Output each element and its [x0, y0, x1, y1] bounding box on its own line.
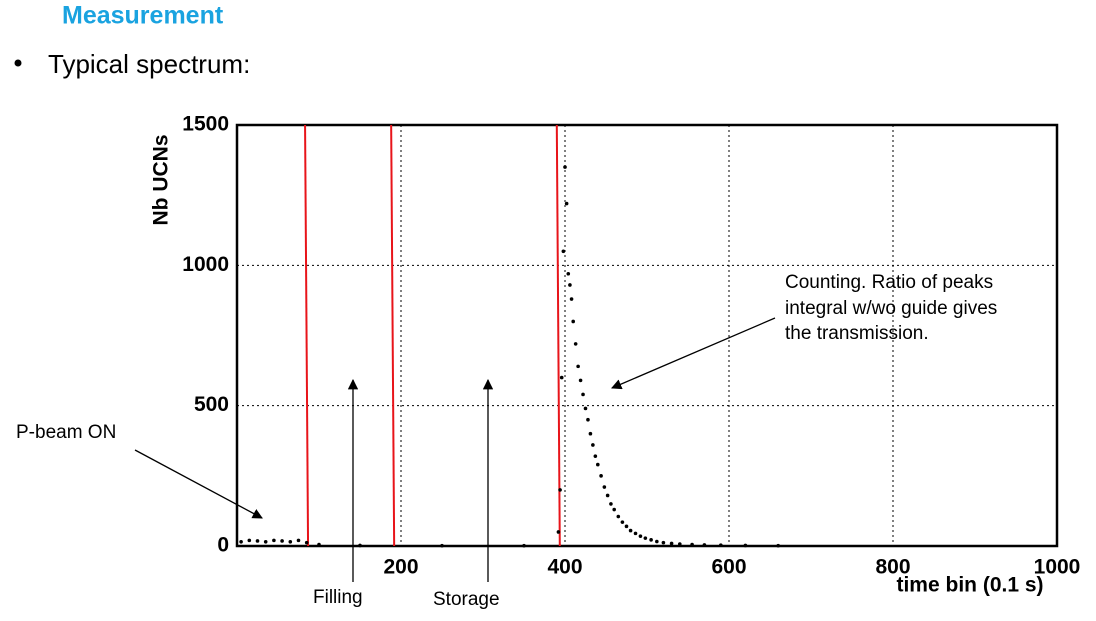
data-point	[440, 543, 444, 548]
x-tick-label: 600	[711, 556, 746, 579]
data-point	[280, 539, 284, 543]
annotation: the transmission.	[785, 323, 929, 344]
marker-line	[555, 124, 561, 547]
data-point	[317, 542, 321, 547]
slide-title: Measurement	[62, 2, 224, 30]
marker-line	[304, 124, 310, 547]
y-tick-label: 0	[217, 534, 229, 557]
data-point	[616, 514, 621, 519]
data-point	[643, 536, 648, 540]
arrow	[134, 449, 263, 519]
data-point	[576, 364, 580, 369]
data-point	[690, 542, 694, 547]
data-point	[602, 485, 607, 489]
data-point	[556, 530, 561, 534]
data-point	[288, 539, 293, 544]
annotation: Filling	[313, 587, 363, 608]
data-point	[719, 543, 723, 547]
annotation: Counting. Ratio of peaks	[785, 272, 993, 293]
data-point	[649, 538, 653, 542]
y-tick-label: 1500	[182, 113, 229, 136]
data-point	[599, 474, 603, 478]
y-tick-label: 1000	[182, 253, 229, 276]
data-point	[263, 539, 268, 544]
x-axis-label: time bin (0.1 s)	[896, 574, 1043, 597]
data-point	[571, 319, 575, 324]
data-point	[358, 543, 362, 548]
data-point	[559, 375, 564, 380]
data-point	[304, 540, 309, 545]
data-point	[564, 201, 569, 206]
data-point	[586, 417, 590, 422]
data-point	[296, 538, 301, 543]
data-point	[612, 507, 616, 512]
data-point	[573, 342, 578, 346]
marker-line	[390, 124, 396, 547]
x-tick-label: 800	[875, 556, 910, 579]
arrow	[611, 317, 776, 390]
x-tick-label: 400	[547, 556, 582, 579]
data-point	[569, 297, 574, 301]
data-point	[609, 502, 613, 506]
data-point	[628, 528, 633, 533]
data-point	[661, 540, 666, 545]
annotation: Storage	[433, 589, 500, 610]
data-point	[702, 543, 707, 547]
x-tick-label: 1000	[1034, 556, 1081, 579]
data-point	[678, 542, 682, 546]
annotation: integral w/wo guide gives	[785, 298, 997, 319]
data-point	[566, 271, 571, 276]
data-point	[239, 539, 243, 544]
data-point	[255, 539, 260, 543]
data-point	[581, 392, 585, 397]
data-point	[743, 543, 748, 548]
data-point	[776, 543, 780, 548]
data-point	[655, 539, 659, 544]
data-point	[578, 378, 583, 383]
data-point	[561, 249, 566, 254]
bullet-dot	[14, 59, 22, 67]
y-tick-label: 500	[194, 393, 229, 416]
data-point	[583, 406, 588, 411]
y-axis-label: Nb UCNs	[150, 134, 173, 225]
plot-frame	[235, 123, 1059, 548]
data-point	[522, 543, 526, 548]
data-point	[620, 520, 625, 524]
x-tick-label: 200	[383, 556, 418, 579]
data-point	[588, 431, 593, 436]
data-point	[624, 524, 629, 529]
data-point	[591, 443, 595, 447]
bullet-text: Typical spectrum:	[48, 49, 250, 79]
data-point	[638, 534, 643, 538]
data-point	[558, 488, 562, 492]
data-point	[593, 454, 598, 458]
data-point	[568, 283, 572, 287]
data-point	[247, 538, 252, 543]
data-point	[596, 462, 600, 467]
data-point	[669, 541, 674, 546]
annotation: P-beam ON	[16, 422, 116, 443]
data-point	[272, 538, 276, 543]
data-point	[563, 165, 567, 169]
data-point	[605, 493, 610, 498]
data-point	[633, 531, 638, 536]
